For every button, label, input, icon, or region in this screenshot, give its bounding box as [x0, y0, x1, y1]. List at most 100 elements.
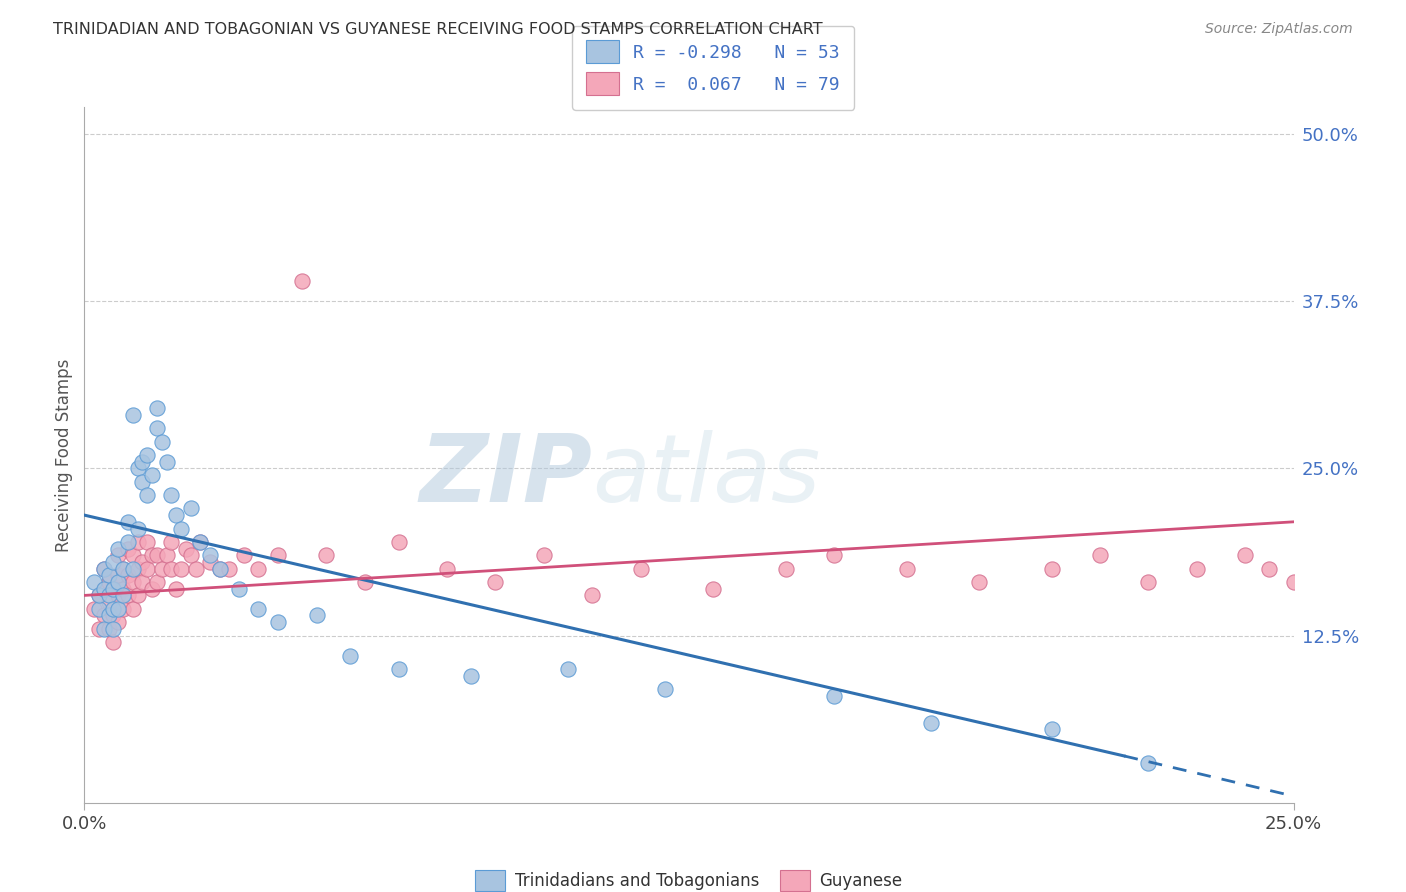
Point — [180, 501, 202, 516]
Point — [146, 401, 169, 416]
Point — [93, 582, 115, 596]
Point — [630, 562, 652, 576]
Point — [136, 488, 159, 502]
Point — [117, 515, 139, 529]
Point — [233, 548, 256, 563]
Point — [1282, 575, 1305, 590]
Point — [823, 548, 845, 563]
Point — [127, 534, 149, 549]
Point — [1234, 548, 1257, 563]
Point — [354, 575, 377, 590]
Y-axis label: Receiving Food Stamps: Receiving Food Stamps — [55, 359, 73, 551]
Point — [533, 548, 555, 563]
Point — [388, 534, 411, 549]
Point — [107, 589, 129, 603]
Point — [112, 562, 135, 576]
Point — [97, 608, 120, 623]
Point — [136, 562, 159, 576]
Point — [155, 455, 177, 469]
Point — [117, 589, 139, 603]
Point — [228, 582, 250, 596]
Point — [484, 575, 506, 590]
Point — [107, 615, 129, 630]
Point — [967, 575, 990, 590]
Point — [83, 602, 105, 616]
Point — [103, 582, 125, 596]
Point — [131, 575, 153, 590]
Point — [150, 434, 173, 449]
Point — [97, 595, 120, 609]
Point — [184, 562, 207, 576]
Point — [127, 589, 149, 603]
Point — [103, 608, 125, 623]
Point — [121, 562, 143, 576]
Point — [103, 635, 125, 649]
Point — [131, 455, 153, 469]
Point — [190, 534, 212, 549]
Point — [107, 541, 129, 556]
Point — [97, 568, 120, 582]
Point — [87, 602, 110, 616]
Point — [436, 562, 458, 576]
Point — [93, 562, 115, 576]
Point — [107, 575, 129, 590]
Point — [267, 615, 290, 630]
Point — [146, 575, 169, 590]
Point — [1258, 562, 1281, 576]
Point — [83, 575, 105, 590]
Point — [557, 662, 579, 676]
Point — [339, 648, 361, 663]
Point — [141, 582, 163, 596]
Point — [775, 562, 797, 576]
Point — [1355, 575, 1378, 590]
Point — [1379, 562, 1402, 576]
Point — [1088, 548, 1111, 563]
Point — [107, 548, 129, 563]
Point — [112, 562, 135, 576]
Point — [198, 555, 221, 569]
Point — [267, 548, 290, 563]
Point — [107, 568, 129, 582]
Point — [460, 669, 482, 683]
Point — [112, 602, 135, 616]
Point — [107, 602, 129, 616]
Point — [150, 562, 173, 576]
Legend: Trinidadians and Tobagonians, Guyanese: Trinidadians and Tobagonians, Guyanese — [468, 863, 910, 892]
Point — [823, 689, 845, 703]
Point — [131, 555, 153, 569]
Point — [93, 622, 115, 636]
Point — [702, 582, 724, 596]
Point — [1040, 723, 1063, 737]
Point — [896, 562, 918, 576]
Point — [112, 589, 135, 603]
Point — [121, 575, 143, 590]
Point — [87, 589, 110, 603]
Point — [1137, 756, 1160, 770]
Point — [1040, 562, 1063, 576]
Point — [127, 521, 149, 535]
Point — [117, 541, 139, 556]
Point — [218, 562, 240, 576]
Text: ZIP: ZIP — [419, 430, 592, 522]
Text: Source: ZipAtlas.com: Source: ZipAtlas.com — [1205, 22, 1353, 37]
Point — [1306, 562, 1329, 576]
Point — [160, 562, 183, 576]
Point — [198, 548, 221, 563]
Point — [920, 715, 942, 730]
Point — [388, 662, 411, 676]
Point — [247, 602, 270, 616]
Point — [87, 589, 110, 603]
Point — [146, 421, 169, 435]
Point — [174, 541, 197, 556]
Point — [315, 548, 337, 563]
Point — [247, 562, 270, 576]
Point — [208, 562, 231, 576]
Point — [1403, 548, 1406, 563]
Point — [121, 408, 143, 422]
Point — [155, 548, 177, 563]
Point — [93, 608, 115, 623]
Point — [87, 622, 110, 636]
Point — [160, 488, 183, 502]
Point — [305, 608, 328, 623]
Point — [121, 602, 143, 616]
